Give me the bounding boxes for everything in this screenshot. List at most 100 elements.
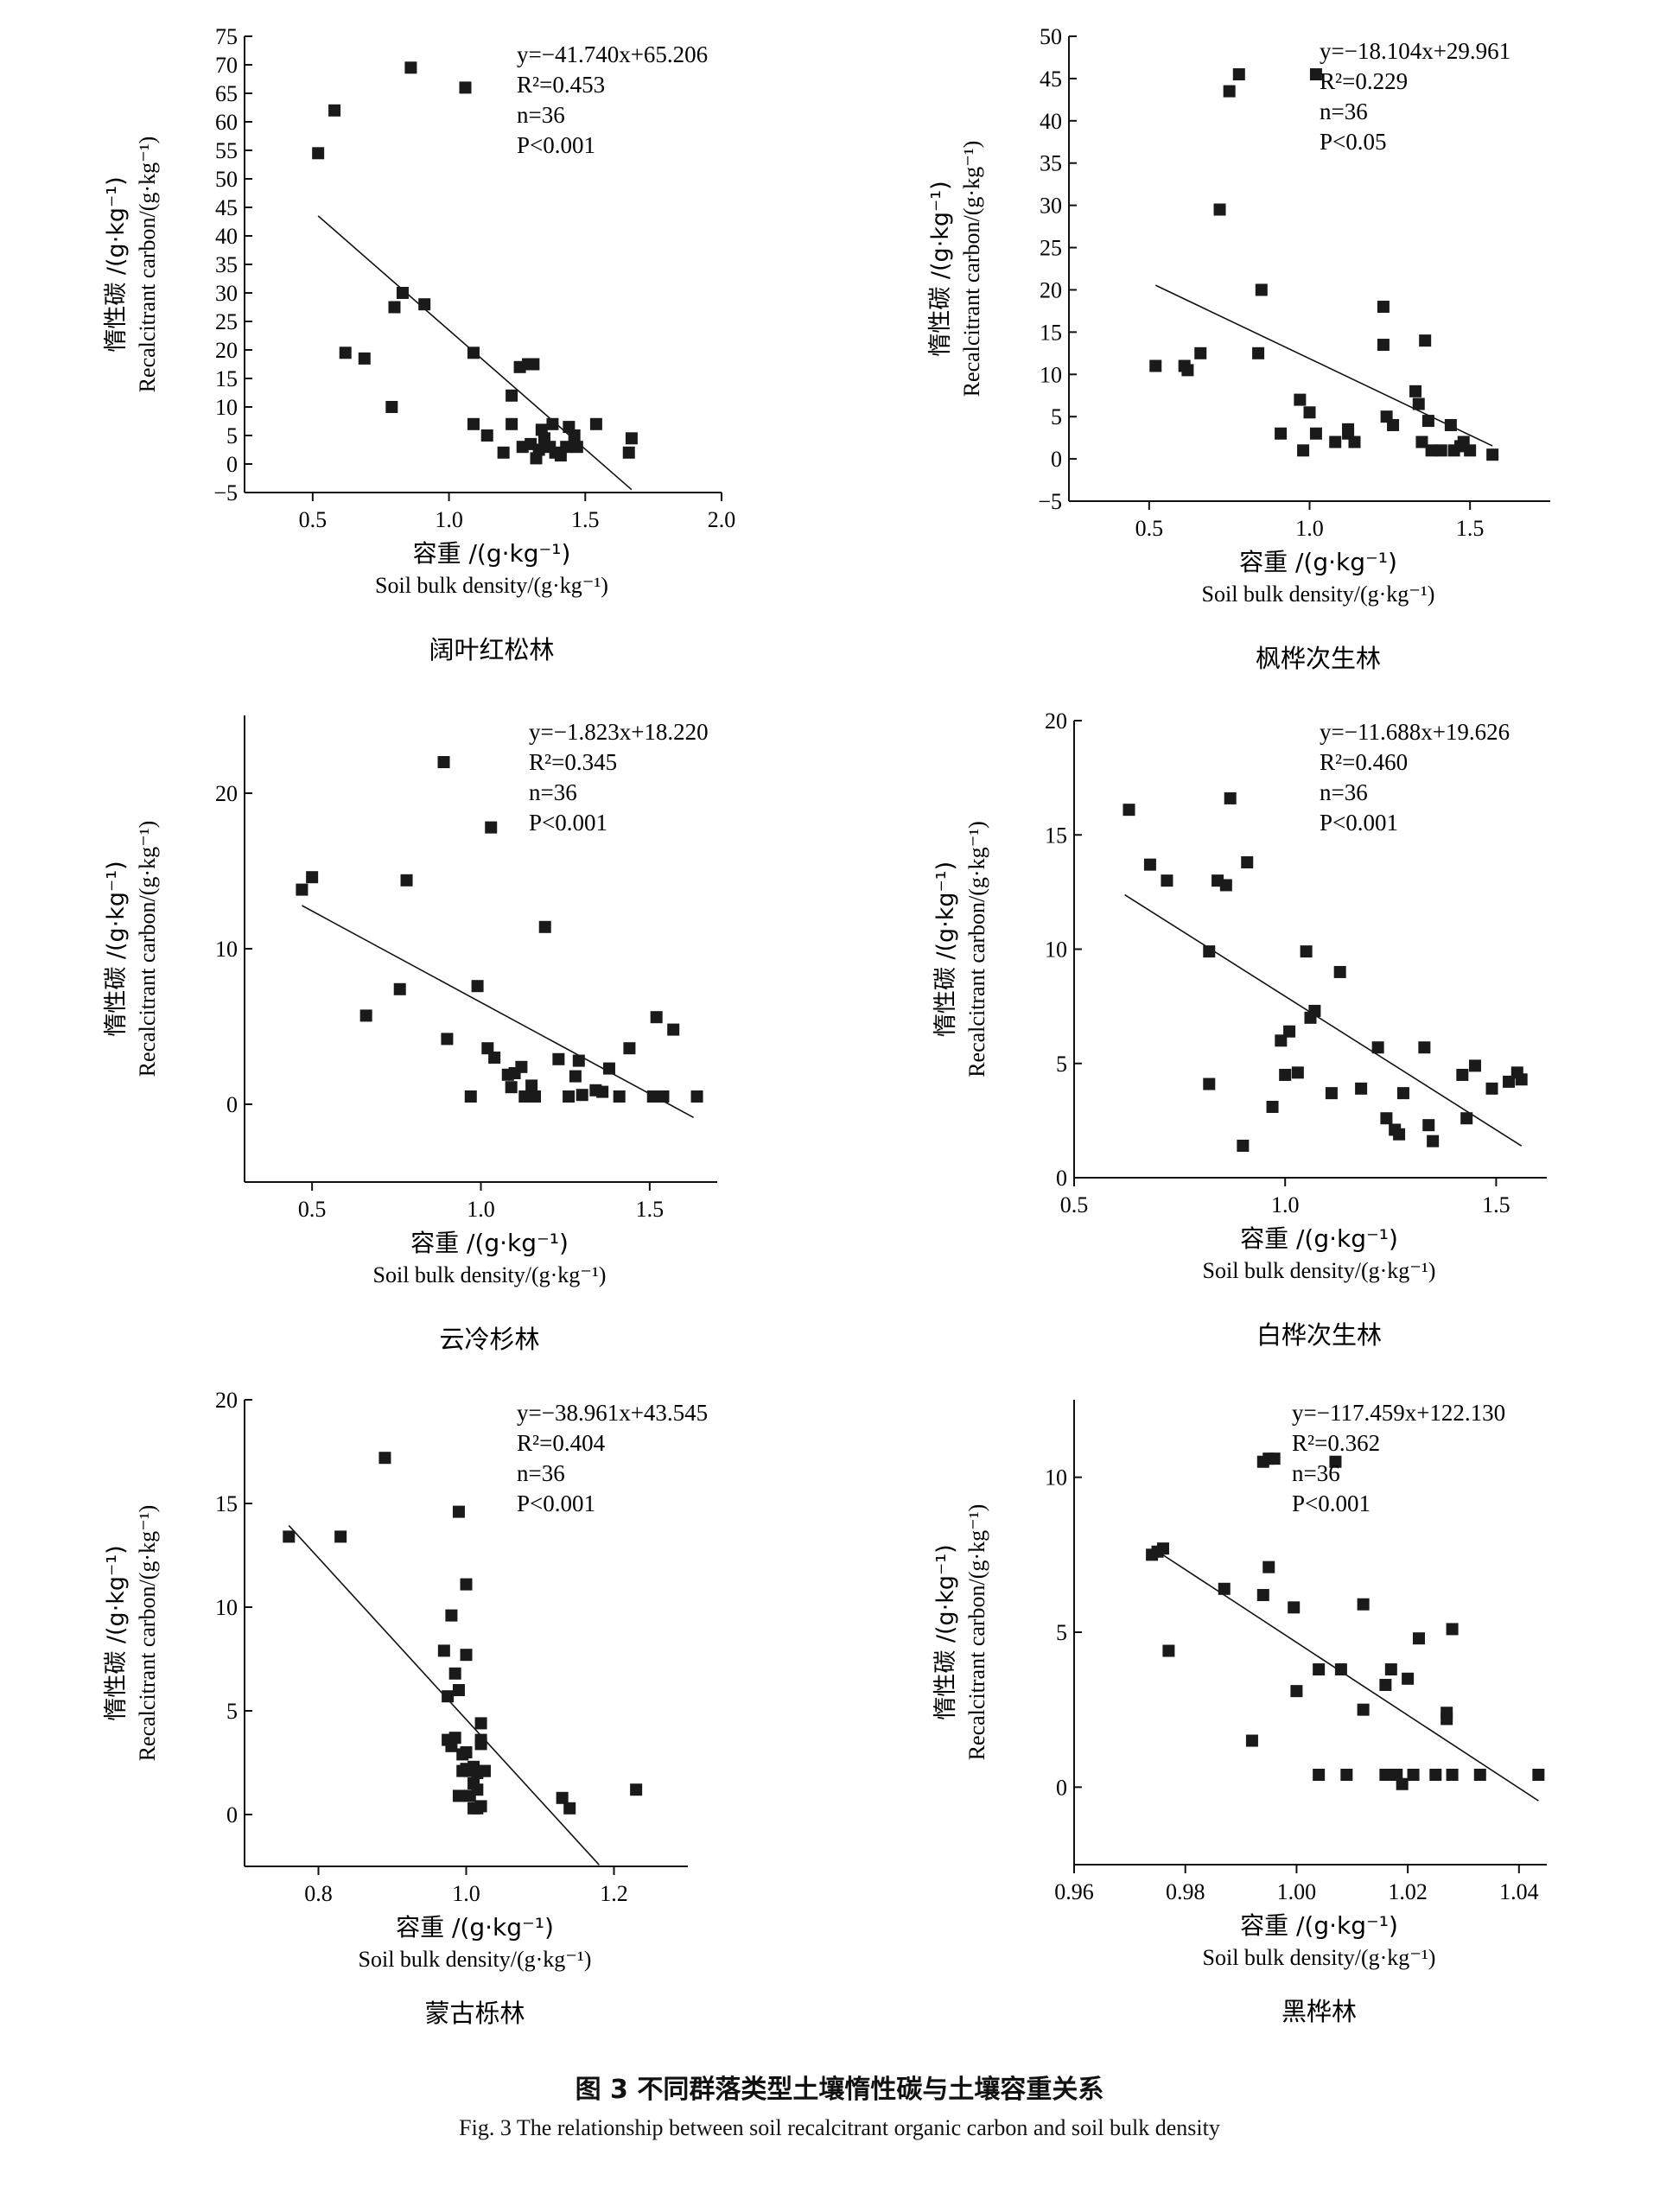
data-point (1213, 203, 1226, 216)
data-point (1422, 1119, 1435, 1132)
data-point (622, 446, 635, 459)
data-point (556, 1791, 569, 1804)
data-point (1412, 397, 1425, 410)
data-point (448, 1732, 461, 1745)
data-point (306, 871, 319, 884)
y-axis-label-zh: 惰性碳 /(g·kg⁻¹) (927, 181, 954, 356)
data-point (312, 147, 325, 160)
x-tick-label: 1.04 (1499, 1879, 1539, 1904)
data-point (1275, 1034, 1288, 1047)
x-tick-label: 1.0 (1295, 516, 1324, 541)
data-point (596, 1085, 609, 1098)
data-point (1427, 1135, 1440, 1147)
data-point (1429, 1768, 1442, 1781)
data-point (1203, 945, 1216, 958)
stats-p: P<0.001 (1320, 810, 1398, 836)
x-tick-label: 2.0 (708, 507, 736, 532)
data-point (400, 874, 413, 887)
data-point (1266, 1101, 1279, 1114)
data-point (1515, 1073, 1528, 1086)
data-point (1532, 1768, 1545, 1781)
data-point (1290, 1685, 1303, 1698)
y-axis-label-zh: 惰性碳 /(g·kg⁻¹) (103, 861, 130, 1036)
data-point (1181, 364, 1194, 377)
data-point (334, 1530, 347, 1543)
data-point (1329, 435, 1342, 448)
stats-r2: R²=0.362 (1292, 1430, 1380, 1456)
stats-equation: y=−117.459x+122.130 (1292, 1400, 1505, 1426)
stats-equation: y=−41.740x+65.206 (517, 41, 708, 67)
x-tick-label: 1.0 (452, 1881, 480, 1906)
y-tick-label: 5 (1051, 404, 1062, 429)
x-tick-label: 1.0 (467, 1197, 495, 1222)
data-point (1460, 1112, 1473, 1125)
x-tick-label: 0.5 (298, 1197, 327, 1222)
data-point (1256, 1588, 1269, 1601)
y-tick-label: 60 (215, 110, 238, 135)
data-point (1149, 359, 1162, 372)
data-point (1441, 1707, 1453, 1719)
data-point (1283, 1025, 1296, 1038)
data-point (1309, 427, 1322, 440)
x-tick-label: 0.98 (1166, 1879, 1205, 1904)
y-tick-label: 30 (1040, 194, 1062, 219)
data-point (1252, 346, 1265, 359)
stats-n: n=36 (1320, 99, 1368, 124)
stats-p: P<0.001 (517, 1491, 595, 1516)
data-point (467, 346, 480, 359)
data-point (1237, 1139, 1250, 1152)
x-axis-label-en: Soil bulk density/(g·kg⁻¹) (1203, 1258, 1436, 1283)
y-tick-label: 20 (215, 781, 238, 806)
data-point (1262, 1560, 1275, 1573)
y-tick-label: 15 (215, 366, 238, 391)
stats-p: P<0.001 (529, 810, 607, 836)
data-point (1387, 418, 1400, 431)
figure-caption-zh: 图 3 不同群落类型土壤惰性碳与土壤容重关系 (575, 2075, 1104, 2105)
data-point (506, 417, 518, 430)
y-tick-label: 20 (1045, 709, 1067, 734)
x-axis-label-zh: 容重 /(g·kg⁻¹) (410, 1229, 569, 1257)
x-tick-label: 1.5 (1482, 1192, 1510, 1217)
data-point (460, 1649, 473, 1662)
y-axis-label-zh: 惰性碳 /(g·kg⁻¹) (103, 176, 130, 352)
y-tick-label: 0 (1056, 1166, 1067, 1191)
data-point (396, 287, 409, 299)
data-point (529, 1090, 542, 1103)
y-tick-label: 10 (215, 937, 238, 962)
x-tick-label: 1.5 (636, 1197, 665, 1222)
x-tick-label: 1.5 (1456, 516, 1485, 541)
data-point (442, 1690, 455, 1703)
regression-line (302, 905, 695, 1119)
data-point (1348, 435, 1361, 448)
chart-panel-5: 20 15 10 5 0 0.8 1.0 1.2 惰性碳 /(g·kg⁻¹) Recalcitra… (103, 1388, 708, 2028)
data-point (1219, 879, 1232, 892)
y-tick-label: 5 (1056, 1052, 1067, 1077)
data-point (646, 1090, 659, 1103)
data-point (625, 432, 638, 445)
data-point (1291, 1066, 1304, 1079)
data-point (1218, 1582, 1231, 1595)
y-tick-label: 40 (215, 224, 238, 249)
data-point (328, 104, 341, 117)
data-point (1268, 1452, 1281, 1465)
figure-caption-en: Fig. 3 The relationship between soil rec… (459, 2115, 1220, 2140)
data-point (1300, 945, 1313, 958)
y-tick-label: 10 (215, 395, 238, 420)
x-tick-label: 1.0 (1271, 1192, 1300, 1217)
x-tick-label: 1.5 (571, 507, 600, 532)
data-point (460, 1746, 473, 1758)
x-tick-label: 1.02 (1388, 1879, 1428, 1904)
panel-title: 云冷杉林 (439, 1325, 539, 1354)
data-point (1444, 418, 1457, 431)
data-point (459, 81, 472, 94)
data-point (464, 1090, 477, 1103)
data-point (437, 756, 450, 768)
data-point (657, 1090, 670, 1103)
data-point (1434, 444, 1447, 457)
y-tick-label: 65 (215, 81, 238, 106)
data-point (1456, 1068, 1469, 1081)
data-point (1162, 1644, 1175, 1657)
data-point (1161, 874, 1173, 887)
data-point (474, 1800, 487, 1813)
